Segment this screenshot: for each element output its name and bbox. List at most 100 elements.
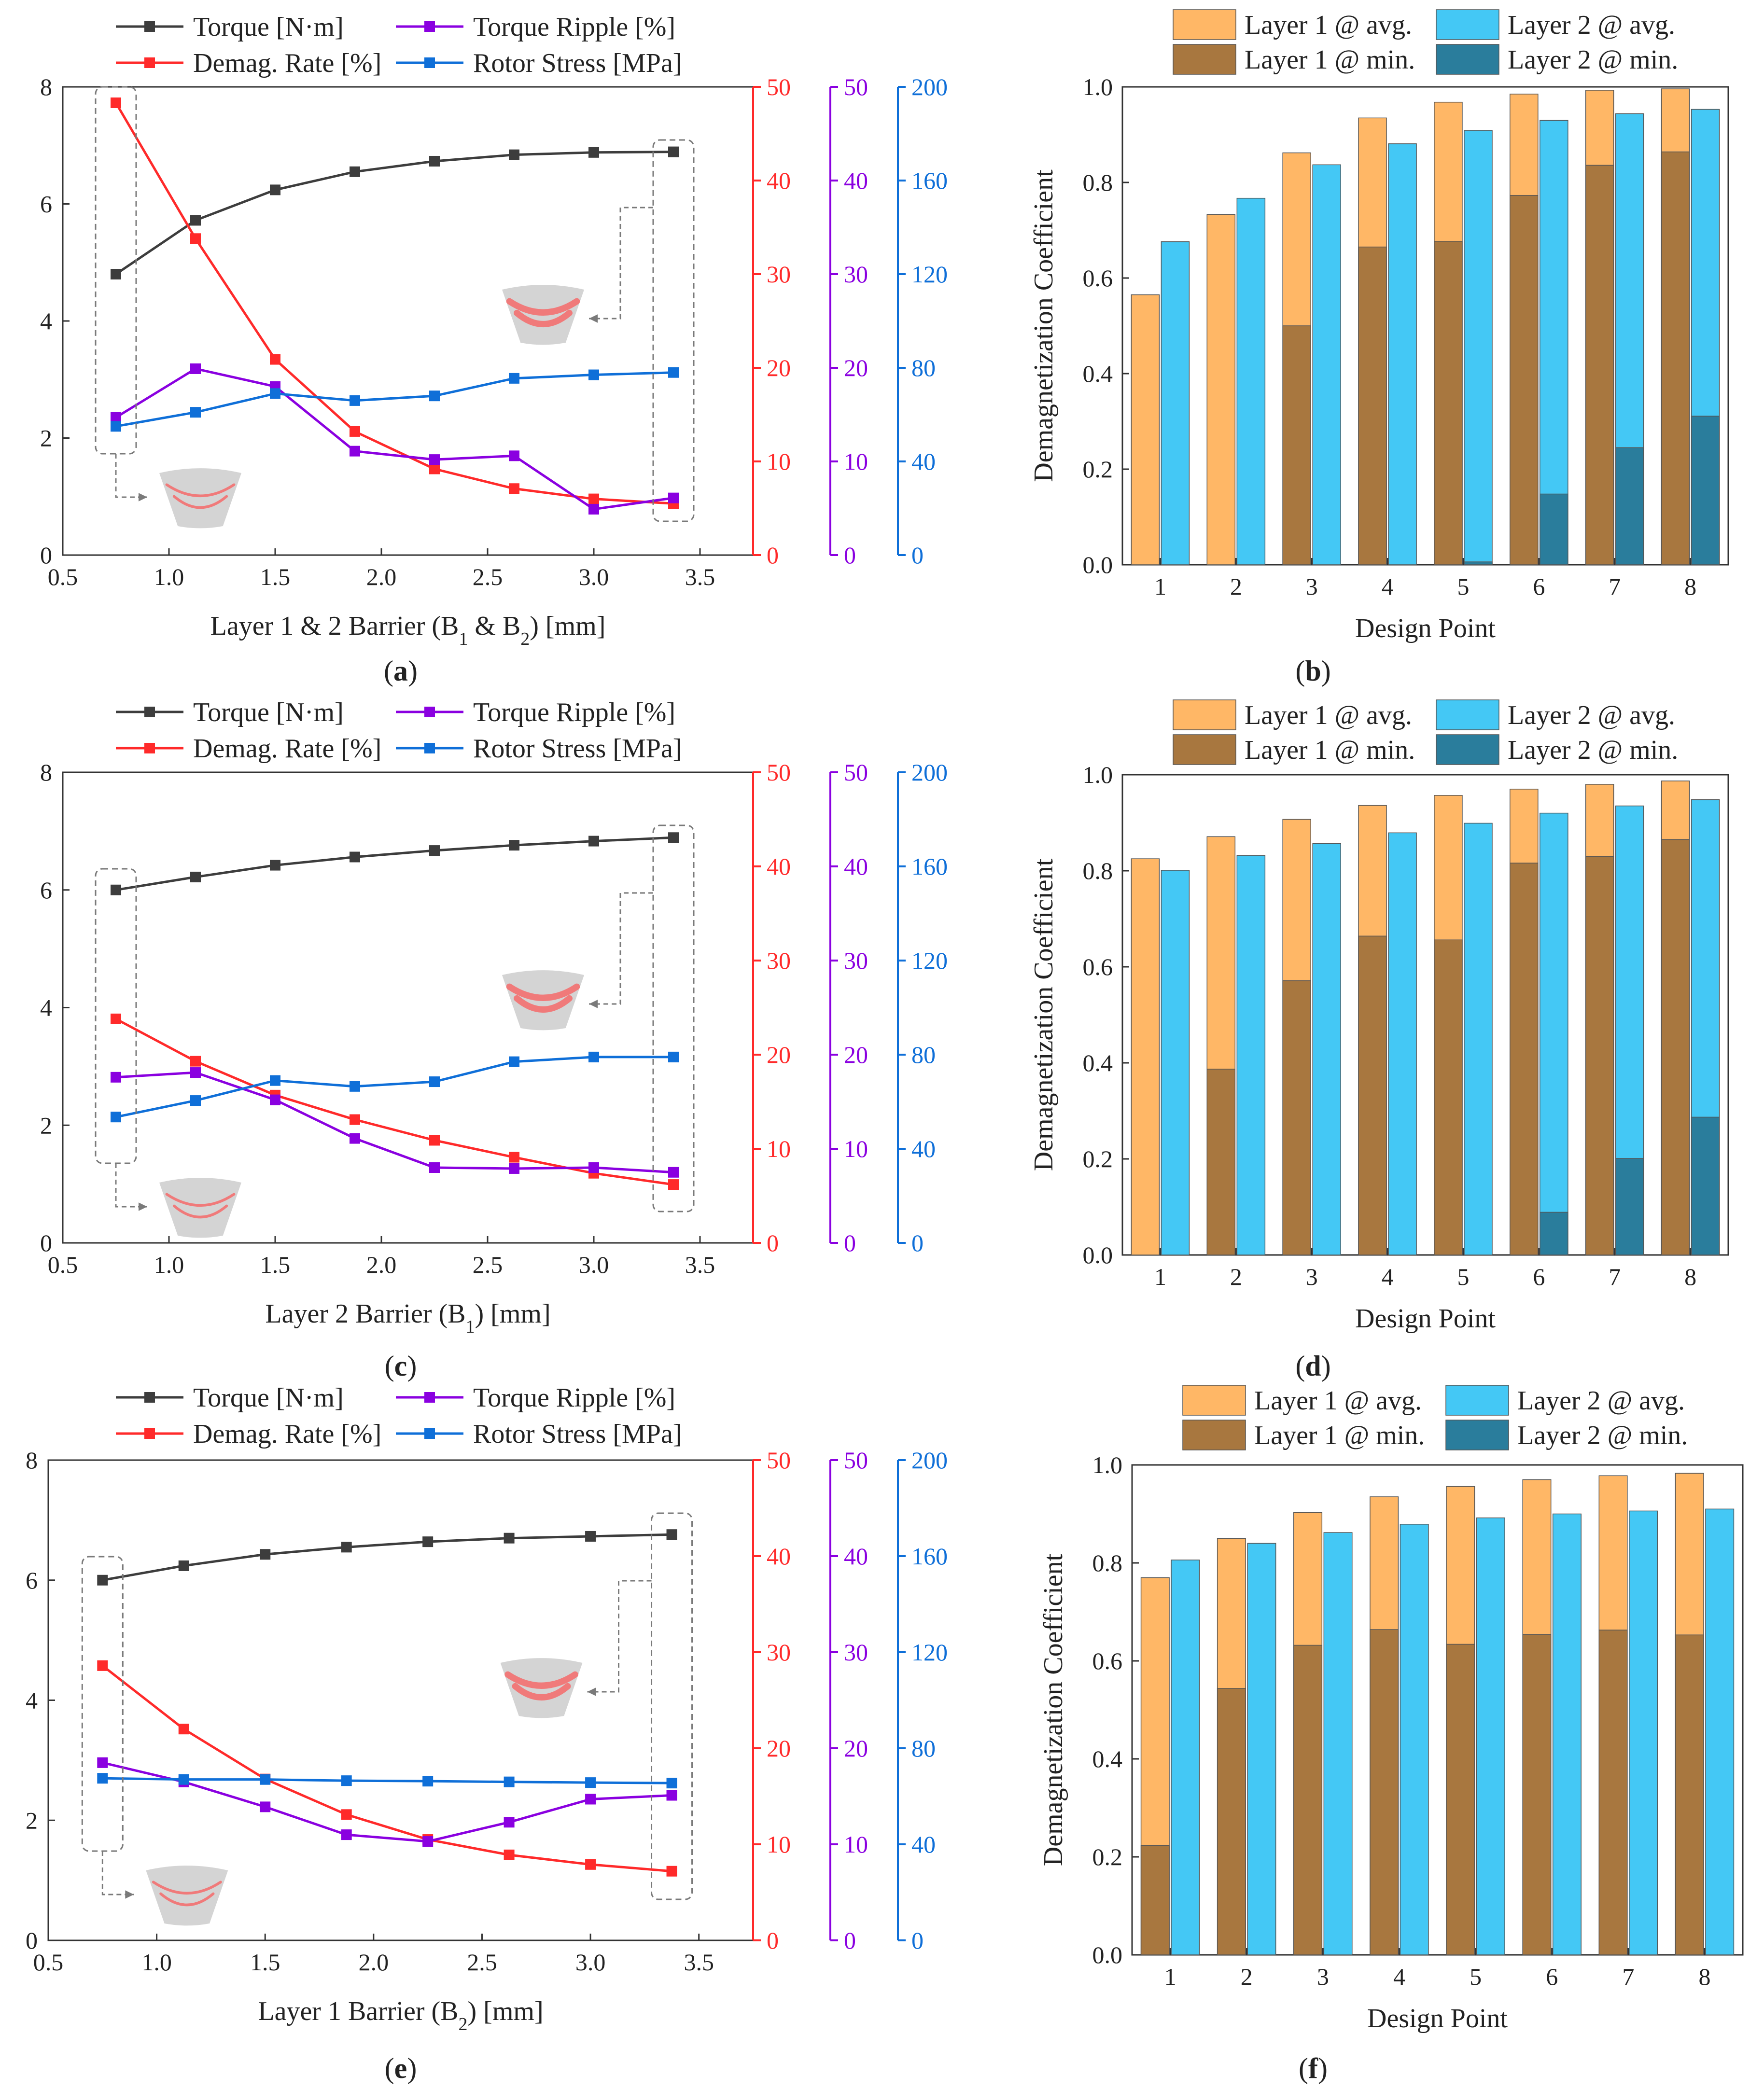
series-point-purple (509, 450, 519, 461)
blue-y-tick-label: 160 (911, 853, 948, 880)
series-point-blue (585, 1777, 596, 1788)
x-tick-label: 1.0 (141, 1949, 172, 1976)
legend-swatch (1445, 1385, 1509, 1416)
panel-label-b: (b) (1295, 655, 1330, 687)
x-axis-title-subscript: 1 (466, 1317, 475, 1337)
x-tick-label: 3.0 (579, 1251, 609, 1278)
bar-layer2-min (1615, 447, 1644, 565)
red-y-tick-label: 50 (767, 759, 791, 786)
callout-arrow-left-head (125, 1890, 134, 1899)
blue-y-tick-label: 120 (911, 947, 948, 974)
highlight-box-right (652, 139, 695, 522)
rotor-pole-shape (159, 1178, 241, 1238)
y-tick-label: 1.0 (1083, 73, 1113, 100)
callout-arrow-right-head (589, 1000, 598, 1008)
left-y-tick-label: 6 (26, 1567, 38, 1594)
x-tick-label: 1 (1164, 1963, 1176, 1990)
legend-label: Rotor Stress [MPa] (473, 48, 682, 78)
callout-arrow-left (115, 454, 147, 498)
bar-layer1-min (1446, 1644, 1475, 1955)
series-point-blue (270, 388, 280, 399)
bar-layer2-avg (1476, 1517, 1505, 1955)
legend-marker (424, 1428, 435, 1439)
series-point-left (429, 845, 440, 856)
x-axis-title-part: ) [mm] (475, 1299, 551, 1329)
series-line-blue (102, 1777, 672, 1784)
x-axis-title: Layer 1 & 2 Barrier (B1 & B2) [mm] (210, 611, 606, 649)
legend-marker (144, 21, 155, 32)
panel-label-letter: b (1305, 655, 1321, 687)
panel-label-paren: ( (385, 1350, 394, 1382)
bar-layer2-avg (1171, 1560, 1200, 1955)
legend-swatch (1436, 44, 1499, 75)
series-point-red (504, 1849, 515, 1860)
series-point-blue (668, 367, 679, 378)
rotor-barrier-arc (165, 483, 236, 497)
series-point-blue (350, 395, 360, 406)
rotor-pole-shape (159, 468, 241, 529)
red-y-tick-label: 50 (767, 1447, 791, 1474)
red-y-tick-label: 10 (767, 448, 791, 475)
left-y-tick-label: 0 (40, 542, 52, 569)
series-point-left (588, 836, 599, 847)
red-y-tick-label: 0 (767, 542, 779, 569)
legend-label: Layer 1 @ min. (1245, 735, 1415, 765)
purple-y-tick-label: 30 (844, 947, 868, 974)
series-point-left (111, 884, 121, 895)
series-line-red (115, 1017, 674, 1186)
series-point-left (504, 1533, 515, 1544)
series-point-purple (429, 1162, 440, 1173)
bar-layer2-avg (1247, 1543, 1276, 1955)
y-tick-label: 0.6 (1083, 265, 1113, 292)
bar-layer1-min (1282, 325, 1311, 565)
blue-y-tick-label: 0 (911, 1927, 924, 1954)
bar-layer2-avg (1540, 812, 1568, 1255)
panel-label-e: (e) (385, 2052, 417, 2084)
bar-layer2-avg (1388, 143, 1417, 565)
y-tick-label: 0.8 (1092, 1549, 1123, 1576)
highlight-box-left (81, 1556, 124, 1852)
x-axis-title-part: Layer 1 Barrier (B (258, 1996, 458, 2026)
callout-arrow-left (115, 1163, 147, 1208)
series-point-left (190, 871, 201, 882)
bar-layer1-min (1358, 935, 1387, 1255)
legend-label: Layer 1 @ avg. (1245, 700, 1412, 730)
blue-y-tick-label: 120 (911, 1639, 948, 1666)
x-tick-label: 3.5 (684, 1949, 714, 1976)
series-point-blue (668, 1051, 679, 1062)
blue-y-tick-label: 160 (911, 167, 948, 194)
bar-layer1-avg (1206, 214, 1236, 565)
blue-y-tick-label: 200 (911, 73, 948, 100)
legend-marker (424, 1392, 435, 1403)
series-point-blue (111, 421, 121, 432)
red-y-tick-label: 10 (767, 1831, 791, 1858)
series-point-left (668, 146, 679, 157)
series-point-purple (504, 1817, 515, 1828)
bar-layer2-avg (1464, 130, 1493, 565)
legend-label: Torque [N·m] (193, 12, 344, 42)
series-point-blue (429, 1076, 440, 1087)
legend-label: Layer 1 @ min. (1245, 45, 1415, 75)
purple-y-tick-label: 30 (844, 1639, 868, 1666)
series-line-red (114, 102, 674, 505)
series-point-left (422, 1536, 434, 1547)
series-point-red (585, 1859, 596, 1870)
plot-frame (1131, 1464, 1744, 1956)
y-tick-label: 0.6 (1092, 1647, 1123, 1674)
callout-arrow-left-head (138, 493, 147, 502)
legend-swatch (1173, 734, 1236, 765)
legend-label: Layer 2 @ min. (1517, 1421, 1688, 1450)
series-point-purple (111, 412, 121, 423)
callout-arrow-right-head (589, 314, 598, 323)
series-point-left (666, 1529, 677, 1540)
series-point-blue (97, 1773, 108, 1784)
bar-layer2-avg (1236, 197, 1266, 565)
legend-marker (424, 707, 435, 717)
y-tick-label: 0.4 (1092, 1745, 1123, 1772)
bar-panel-b: 0.0 0.2 0.4 0.6 0.8 1.0 1 2 3 4 5 6 7 8 Layer 1 @ avg.… (1029, 9, 1729, 643)
purple-y-tick-label: 10 (844, 448, 868, 475)
legend-marker (424, 21, 435, 32)
series-point-purple (429, 454, 440, 465)
y-tick-label: 0.0 (1083, 1241, 1113, 1268)
red-y-tick-label: 0 (767, 1229, 779, 1256)
